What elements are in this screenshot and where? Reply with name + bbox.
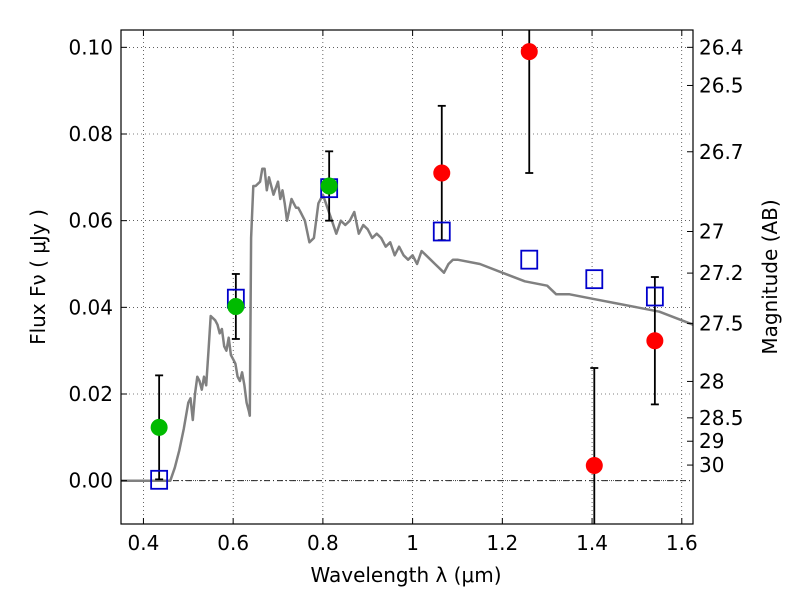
detection-point — [150, 418, 168, 436]
x-tick-label: 1.6 — [666, 531, 698, 555]
x-tick-label: 0.8 — [307, 531, 339, 555]
y2-axis-label: Magnitude (AB) — [758, 199, 782, 354]
y-axis-label: Flux Fν ( μJy ) — [26, 209, 50, 345]
model-flux-square — [520, 249, 539, 270]
axis-ticks: 0.4 0.6 0.8 1 1.2 1.4 1.6 0.00 0.02 0.04 0.06 0.08 0… — [68, 30, 744, 555]
detection-point — [320, 177, 338, 195]
y-tick-label: 0.04 — [68, 295, 113, 319]
mag-tick-label: 27 — [699, 220, 724, 244]
upper-limit-point — [585, 457, 603, 474]
upper-limit-point — [433, 164, 451, 182]
grid-lines — [121, 30, 693, 524]
y-tick-label: 0.08 — [68, 122, 113, 146]
upper-limit-point — [520, 43, 538, 61]
mag-tick-label: 26.4 — [699, 35, 744, 59]
mag-tick-label: 28.5 — [699, 406, 744, 430]
x-tick-label: 0.6 — [217, 531, 249, 555]
x-tick-label: 1 — [406, 531, 419, 555]
model-flux-square — [645, 286, 664, 307]
model-flux-square — [150, 469, 169, 490]
x-tick-label: 0.4 — [128, 531, 160, 555]
y-tick-label: 0.00 — [68, 469, 113, 493]
y-tick-label: 0.06 — [68, 209, 113, 233]
mag-tick-label: 29 — [699, 429, 724, 453]
mag-tick-label: 30 — [699, 453, 724, 477]
y-tick-label: 0.10 — [68, 35, 113, 59]
model-flux-square — [432, 221, 451, 242]
data-series — [121, 30, 694, 524]
mag-tick-label: 27.2 — [699, 261, 744, 285]
y-tick-label: 0.02 — [68, 382, 113, 406]
x-tick-label: 1.2 — [486, 531, 518, 555]
mag-tick-label: 28 — [699, 369, 724, 393]
model-sed-line — [121, 167, 694, 482]
mag-tick-label: 26.7 — [699, 140, 744, 164]
plot-frame — [120, 29, 694, 525]
model-flux-square — [585, 269, 604, 290]
mag-tick-label: 27.5 — [699, 311, 744, 335]
upper-limit-point — [646, 332, 664, 350]
detection-point — [227, 297, 245, 315]
mag-tick-label: 26.5 — [699, 73, 744, 97]
x-axis-label: Wavelength λ (μm) — [310, 563, 501, 587]
x-tick-label: 1.4 — [576, 531, 608, 555]
